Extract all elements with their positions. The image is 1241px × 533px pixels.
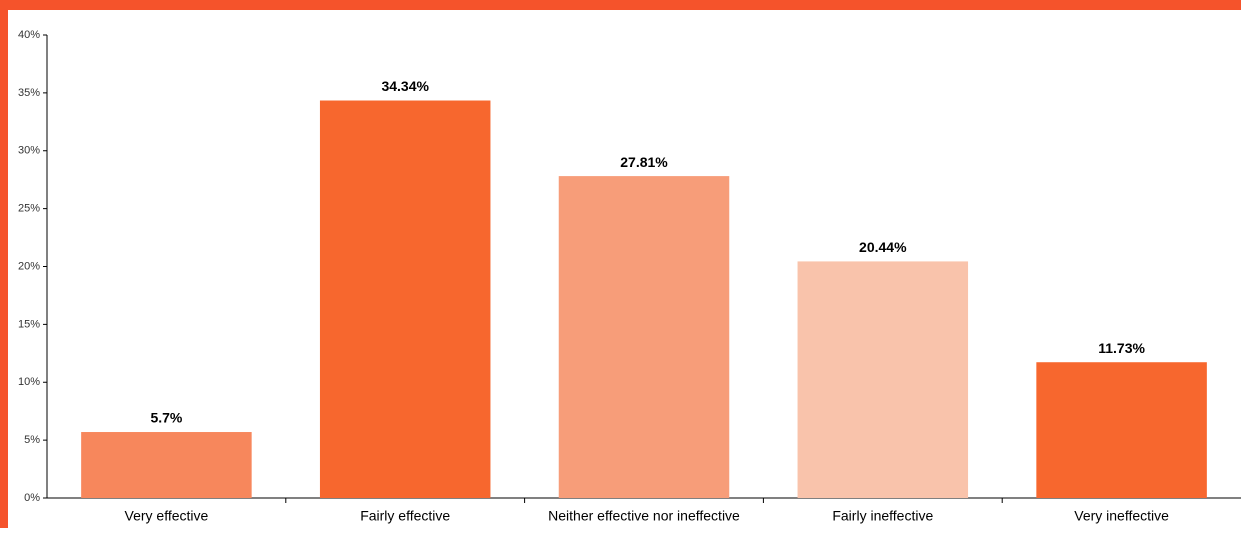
bar	[1036, 362, 1207, 498]
x-tick-label: Fairly effective	[360, 508, 450, 524]
y-tick-label: 35%	[18, 87, 40, 99]
y-tick-label: 10%	[18, 376, 40, 388]
bar	[319, 100, 491, 499]
value-label: 5.7%	[150, 410, 182, 426]
bar	[81, 432, 252, 498]
y-tick-label: 40%	[18, 29, 40, 41]
y-tick-label: 25%	[18, 203, 40, 215]
x-tick-label: Very effective	[125, 508, 209, 524]
value-label: 27.81%	[620, 154, 668, 170]
y-tick-label: 5%	[24, 434, 40, 446]
top-border	[0, 0, 1241, 10]
y-tick-label: 20%	[18, 260, 40, 272]
y-tick-label: 0%	[24, 492, 40, 504]
value-label: 20.44%	[859, 239, 907, 255]
y-tick-label: 15%	[18, 318, 40, 330]
left-border	[0, 0, 8, 528]
value-label: 11.73%	[1098, 340, 1145, 356]
bar	[797, 261, 969, 498]
bar	[558, 176, 730, 498]
x-tick-label: Very ineffective	[1074, 508, 1169, 524]
x-tick-label: Fairly ineffective	[832, 508, 933, 524]
y-tick-label: 30%	[18, 145, 40, 157]
x-tick-label: Neither effective nor ineffective	[548, 508, 740, 524]
value-label: 34.34%	[381, 78, 429, 94]
